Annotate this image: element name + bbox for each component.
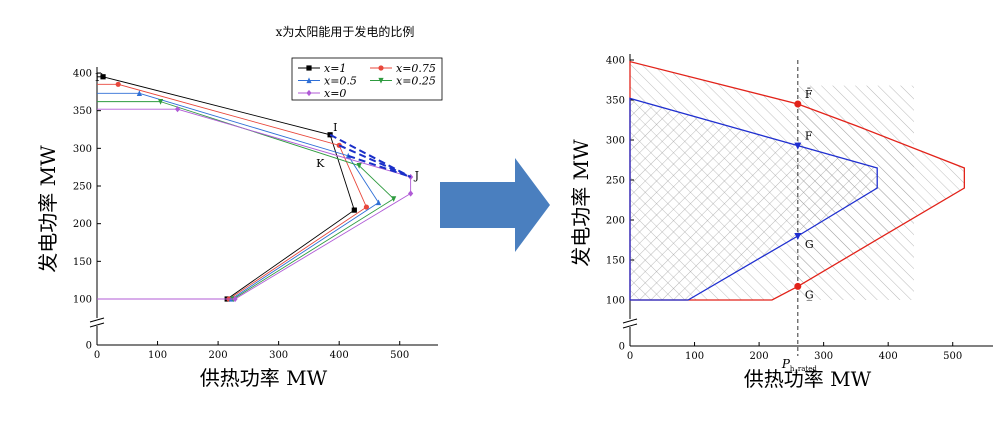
data-point xyxy=(375,199,382,206)
y-tick-label: 150 xyxy=(73,257,92,268)
data-point xyxy=(391,196,397,202)
x-tick-label: 500 xyxy=(943,351,962,362)
y-tick-label: 350 xyxy=(73,106,92,117)
rated-label: Ph_rated xyxy=(781,357,818,373)
axis-break-mark xyxy=(622,323,638,329)
data-point xyxy=(306,89,312,97)
marked-point xyxy=(794,142,802,150)
marked-point xyxy=(794,282,802,290)
series-x=1 xyxy=(97,74,357,302)
data-point xyxy=(306,77,312,84)
data-point xyxy=(408,190,414,197)
axis-break-gap xyxy=(622,319,638,327)
x-tick-label: 200 xyxy=(750,351,769,362)
right-chart: 0 100 200 300 400 500 0 100 150 200 250 300 350 400 供热… xyxy=(569,54,993,391)
y-tick-label: 0 xyxy=(619,342,625,353)
series-line xyxy=(97,101,395,300)
data-point xyxy=(363,204,370,210)
series-x=0 xyxy=(97,106,414,303)
inner-region-boundary xyxy=(629,97,878,301)
point-label: I xyxy=(333,121,337,134)
hatched-region xyxy=(630,98,878,301)
data-point xyxy=(232,295,238,303)
x-axis-label: 供热功率 MW xyxy=(744,367,872,391)
point-label: G̲ xyxy=(805,288,814,301)
legend-label: x=0.5 xyxy=(324,75,357,88)
data-point xyxy=(351,207,357,213)
axis-break-mark xyxy=(89,317,105,323)
point-label: G xyxy=(805,238,814,251)
legend-label: x=0.75 xyxy=(396,62,436,75)
axis-break-mark xyxy=(89,322,105,328)
y-axis-label: 发电功率 MW xyxy=(569,139,593,267)
x-tick-label: 200 xyxy=(209,350,228,361)
legend: x=1 x=0.75 x=0.5 x=0.25 x=0 xyxy=(291,57,443,101)
legend-label: x=0.25 xyxy=(396,75,436,88)
point-label: F xyxy=(805,130,813,143)
x-tick-label: 100 xyxy=(685,351,704,362)
y-tick-label: 250 xyxy=(606,176,625,187)
x-tick-label: 400 xyxy=(330,350,349,361)
transition-arrow xyxy=(440,158,550,252)
data-point xyxy=(136,90,142,96)
legend-label: x=1 xyxy=(324,62,346,75)
data-point xyxy=(306,65,312,71)
legend-label: x=0 xyxy=(324,87,346,100)
series-x=0.75 xyxy=(97,81,370,302)
dashed-boundary xyxy=(347,154,411,178)
series-line xyxy=(97,108,412,300)
series-line xyxy=(97,76,355,300)
point-label: F xyxy=(95,71,103,84)
y-tick-label: 0 xyxy=(86,341,92,352)
x-tick-label: 0 xyxy=(627,351,633,362)
axis-break-mark xyxy=(622,318,638,324)
point-label: F̄ xyxy=(805,88,813,101)
data-point xyxy=(356,163,362,169)
y-tick-label: 200 xyxy=(73,219,92,230)
x-axis-label: 供热功率 MW xyxy=(200,366,328,390)
marked-point xyxy=(794,100,802,108)
x-tick-label: 300 xyxy=(269,350,288,361)
y-tick-label: 400 xyxy=(606,56,625,67)
series-line xyxy=(97,83,367,300)
data-point xyxy=(100,74,106,80)
y-tick-label: 350 xyxy=(606,96,625,107)
left-chart: 0 100 200 300 400 5000100150200250300350400供热… xyxy=(36,57,443,390)
y-axis-label: 发电功率 MW xyxy=(36,145,60,273)
dashed-boundary xyxy=(338,144,412,178)
x-tick-label: 500 xyxy=(390,350,409,361)
left-chart-title: x为太阳能用于发电的比例 xyxy=(276,24,415,39)
x-tick-label: 400 xyxy=(879,351,898,362)
point-label: K xyxy=(316,157,325,170)
y-tick-label: 100 xyxy=(606,296,625,307)
right-arrow-icon xyxy=(440,158,550,252)
data-point xyxy=(157,99,164,105)
x-tick-label: 300 xyxy=(814,351,833,362)
x-tick-label: 100 xyxy=(148,350,167,361)
point-label: J xyxy=(414,169,419,182)
x-tick-label: 0 xyxy=(94,350,100,361)
y-tick-label: 400 xyxy=(73,69,92,80)
y-tick-label: 250 xyxy=(73,182,92,193)
marked-point xyxy=(794,233,802,240)
y-tick-label: 200 xyxy=(606,216,625,227)
data-point xyxy=(378,77,384,84)
data-point xyxy=(174,106,181,113)
data-point xyxy=(115,81,121,87)
rated-label-subscript: h_rated xyxy=(790,365,817,373)
axis-break-gap xyxy=(89,318,105,326)
series-x=0.5 xyxy=(97,90,382,302)
y-tick-label: 300 xyxy=(73,144,92,155)
dashed-boundary xyxy=(329,133,412,178)
y-tick-label: 100 xyxy=(73,295,92,306)
y-tick-label: 300 xyxy=(606,136,625,147)
data-point xyxy=(378,65,384,71)
y-tick-label: 150 xyxy=(606,256,625,267)
